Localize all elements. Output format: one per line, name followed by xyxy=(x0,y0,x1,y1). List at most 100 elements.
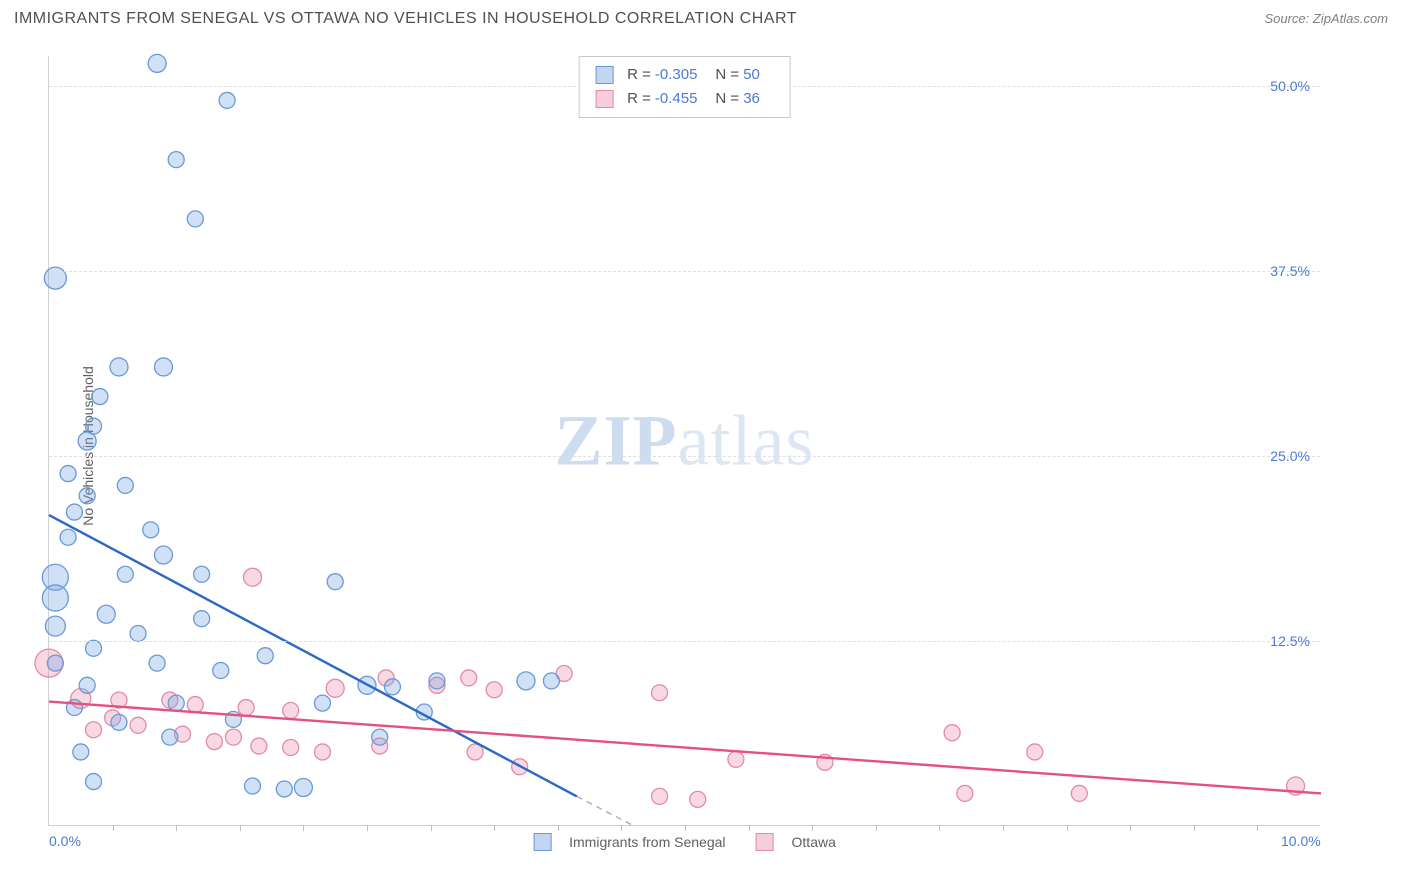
data-point xyxy=(97,605,115,623)
data-point xyxy=(384,679,400,695)
data-point xyxy=(219,92,235,108)
data-point xyxy=(148,54,166,72)
x-tick-mark xyxy=(240,825,241,831)
x-tick-mark xyxy=(176,825,177,831)
data-point xyxy=(149,655,165,671)
data-point xyxy=(60,529,76,545)
data-point xyxy=(461,670,477,686)
legend-row: R = -0.455 N = 36 xyxy=(595,87,774,111)
x-tick-label: 10.0% xyxy=(1281,833,1321,849)
data-point xyxy=(652,685,668,701)
data-point xyxy=(154,546,172,564)
data-point xyxy=(154,358,172,376)
chart-header: IMMIGRANTS FROM SENEGAL VS OTTAWA NO VEH… xyxy=(0,0,1406,32)
data-point xyxy=(110,358,128,376)
data-point xyxy=(79,488,95,504)
data-point xyxy=(283,740,299,756)
x-tick-mark xyxy=(876,825,877,831)
data-point xyxy=(86,722,102,738)
data-point xyxy=(79,677,95,693)
data-point xyxy=(294,779,312,797)
data-point xyxy=(194,611,210,627)
data-point xyxy=(92,389,108,405)
x-tick-mark xyxy=(113,825,114,831)
y-tick-label: 50.0% xyxy=(1270,78,1310,94)
x-tick-mark xyxy=(812,825,813,831)
y-tick-label: 25.0% xyxy=(1270,448,1310,464)
data-point xyxy=(543,673,559,689)
gridline xyxy=(49,456,1320,457)
legend-swatch-icon xyxy=(533,833,551,851)
data-point xyxy=(225,729,241,745)
gridline xyxy=(49,271,1320,272)
legend-row: R = -0.305 N = 50 xyxy=(595,63,774,87)
legend-swatch-icon xyxy=(756,833,774,851)
y-tick-label: 37.5% xyxy=(1270,263,1310,279)
r-value: -0.305 xyxy=(655,63,698,87)
data-point xyxy=(690,791,706,807)
data-point xyxy=(130,626,146,642)
x-tick-mark xyxy=(1257,825,1258,831)
n-value: 50 xyxy=(743,63,760,87)
correlation-legend: R = -0.305 N = 50 R = -0.455 N = 36 xyxy=(578,56,791,118)
x-tick-mark xyxy=(1067,825,1068,831)
data-point xyxy=(326,679,344,697)
legend-item-ottawa: Ottawa xyxy=(756,833,836,851)
data-point xyxy=(45,616,65,636)
legend-item-senegal: Immigrants from Senegal xyxy=(533,833,725,851)
r-label: R = xyxy=(627,63,651,87)
r-label: R = xyxy=(627,87,651,111)
legend-swatch-senegal xyxy=(595,66,613,84)
data-point xyxy=(238,700,254,716)
x-tick-mark xyxy=(367,825,368,831)
data-point xyxy=(372,729,388,745)
x-tick-label: 0.0% xyxy=(49,833,81,849)
x-tick-mark xyxy=(558,825,559,831)
data-point xyxy=(162,729,178,745)
data-point xyxy=(283,703,299,719)
data-point xyxy=(168,695,184,711)
x-tick-mark xyxy=(939,825,940,831)
source-attribution: Source: ZipAtlas.com xyxy=(1264,11,1388,26)
data-point xyxy=(244,568,262,586)
data-point xyxy=(1071,785,1087,801)
data-point xyxy=(66,504,82,520)
data-point xyxy=(213,663,229,679)
n-value: 36 xyxy=(743,87,760,111)
data-point xyxy=(728,751,744,767)
x-tick-mark xyxy=(1003,825,1004,831)
data-point xyxy=(117,477,133,493)
n-label: N = xyxy=(715,63,739,87)
data-point xyxy=(47,655,63,671)
data-point xyxy=(944,725,960,741)
x-tick-mark xyxy=(1194,825,1195,831)
data-point xyxy=(251,738,267,754)
data-point xyxy=(652,788,668,804)
data-point xyxy=(78,432,96,450)
data-point xyxy=(957,785,973,801)
data-point xyxy=(187,697,203,713)
data-point xyxy=(194,566,210,582)
trend-line xyxy=(49,702,1321,794)
data-point xyxy=(73,744,89,760)
legend-item-label: Immigrants from Senegal xyxy=(569,834,725,850)
data-point xyxy=(187,211,203,227)
data-point xyxy=(257,648,273,664)
data-point xyxy=(168,152,184,168)
data-point xyxy=(111,714,127,730)
gridline xyxy=(49,641,1320,642)
r-value: -0.455 xyxy=(655,87,698,111)
data-point xyxy=(86,774,102,790)
data-point xyxy=(130,717,146,733)
trend-line-extrapolation xyxy=(577,796,634,826)
y-tick-label: 12.5% xyxy=(1270,633,1310,649)
legend-item-label: Ottawa xyxy=(792,834,836,850)
n-label: N = xyxy=(715,87,739,111)
data-point xyxy=(60,466,76,482)
legend-swatch-ottawa xyxy=(595,90,613,108)
data-point xyxy=(517,672,535,690)
series-legend: Immigrants from Senegal Ottawa xyxy=(533,833,836,851)
x-tick-mark xyxy=(749,825,750,831)
chart-plot-area: ZIPatlas R = -0.305 N = 50 R = -0.455 N … xyxy=(48,56,1320,826)
x-tick-mark xyxy=(431,825,432,831)
